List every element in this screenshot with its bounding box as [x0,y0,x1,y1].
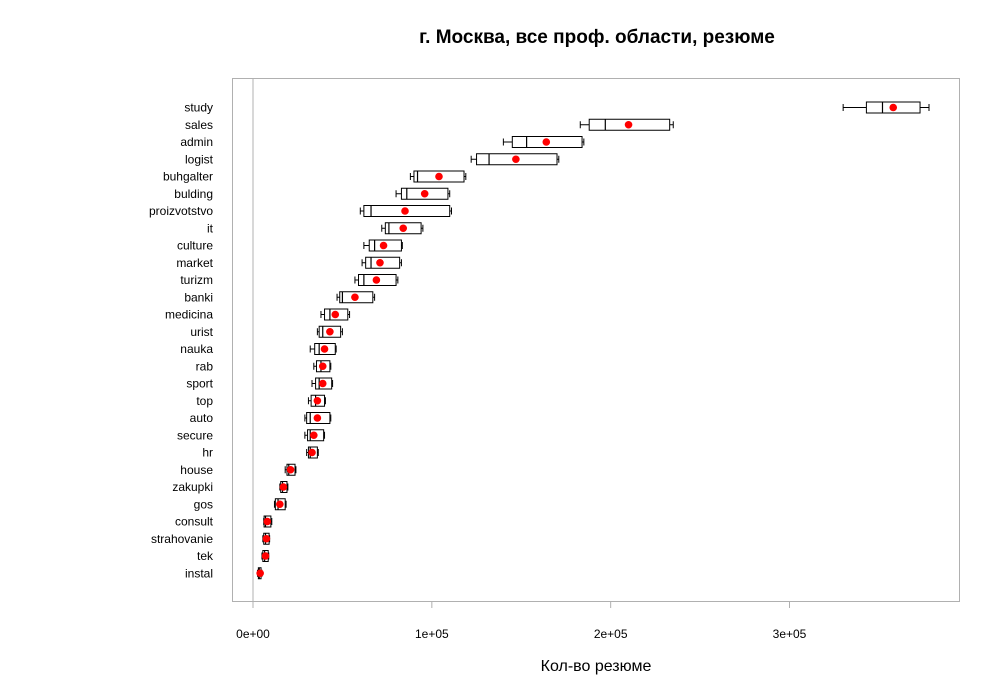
mean-point [512,155,520,164]
chart-title: г. Москва, все проф. области, резюме [419,27,775,48]
box-hr [306,446,319,459]
category-label: banki [184,290,213,304]
mean-point [256,569,264,578]
category-label: urist [190,325,213,339]
mean-point [286,465,295,474]
mean-point [376,258,384,267]
box-proizvotstvo [359,205,453,217]
x-tick-label: 0e+00 [236,627,270,641]
category-label: zakupki [172,480,213,494]
category-label: secure [177,428,213,442]
mean-point [372,276,381,284]
category-label: rab [196,359,214,373]
mean-point [401,207,409,215]
box-bulding [395,187,451,200]
category-label: nauka [180,342,213,356]
mean-point [279,483,288,491]
mean-point [308,448,316,457]
mean-point [435,172,443,181]
category-label: it [207,221,214,235]
box-nauka [309,343,337,355]
box-strahovanie [262,532,271,545]
category-label: consult [175,515,214,529]
box-turizm [354,274,399,286]
category-label: proizvotstvo [149,204,213,218]
box-tek [261,550,270,562]
mean-point [261,552,270,560]
box-it [381,222,424,235]
x-tick-label: 1e+05 [415,627,449,641]
box-rab [313,360,332,373]
box-auto [304,412,332,424]
x-tick-label: 2e+05 [594,627,628,641]
mean-point [542,138,551,146]
category-label: admin [180,135,213,149]
box-urist [316,325,343,338]
category-label: logist [185,152,214,166]
box-zakupki [279,481,289,493]
box-instal [256,567,264,580]
category-label: hr [202,446,213,460]
category-label: strahovanie [151,532,213,546]
category-label: turizm [180,273,213,287]
category-label: study [184,101,213,115]
mean-point [318,362,327,371]
box-medicina [320,308,351,321]
mean-point [889,103,898,112]
category-label: top [196,394,213,408]
x-axis-label: Кол-во резюме [540,658,652,675]
category-label: house [180,463,213,477]
category-label: sales [185,118,213,132]
box-buhgalter [409,170,467,183]
box-consult [263,515,273,528]
box-secure [304,429,326,442]
mean-point [624,120,633,129]
category-label: sport [186,377,213,391]
mean-point [326,327,334,336]
box-logist [470,153,560,166]
box-top [307,394,326,407]
category-label: tek [197,549,214,563]
plot-frame [232,78,960,602]
box-culture [363,239,403,252]
category-label: gos [194,497,213,511]
category-label: instal [185,566,213,580]
category-label: auto [190,411,214,425]
box-market [361,256,402,269]
category-label: buhgalter [163,170,213,184]
mean-point [331,310,340,319]
box-sales [579,118,674,131]
box-gos [273,498,287,511]
mean-point [310,431,318,440]
x-tick-label: 3e+05 [773,627,807,641]
mean-point [420,189,429,198]
box-banki [336,291,376,304]
category-label: medicina [165,308,213,322]
box-admin [502,136,585,148]
box-house [284,463,297,476]
mean-point [399,224,408,233]
mean-point [276,500,284,509]
mean-point [351,293,359,302]
category-label: market [176,256,213,270]
mean-point [313,396,322,405]
box-sport [311,377,334,390]
category-label: bulding [174,187,213,201]
category-label: culture [177,239,213,253]
mean-point [262,534,271,543]
mean-point [320,345,329,353]
mean-point [313,414,322,422]
mean-point [263,517,272,526]
mean-point [318,379,327,388]
box-study [842,101,930,114]
mean-point [379,241,388,250]
